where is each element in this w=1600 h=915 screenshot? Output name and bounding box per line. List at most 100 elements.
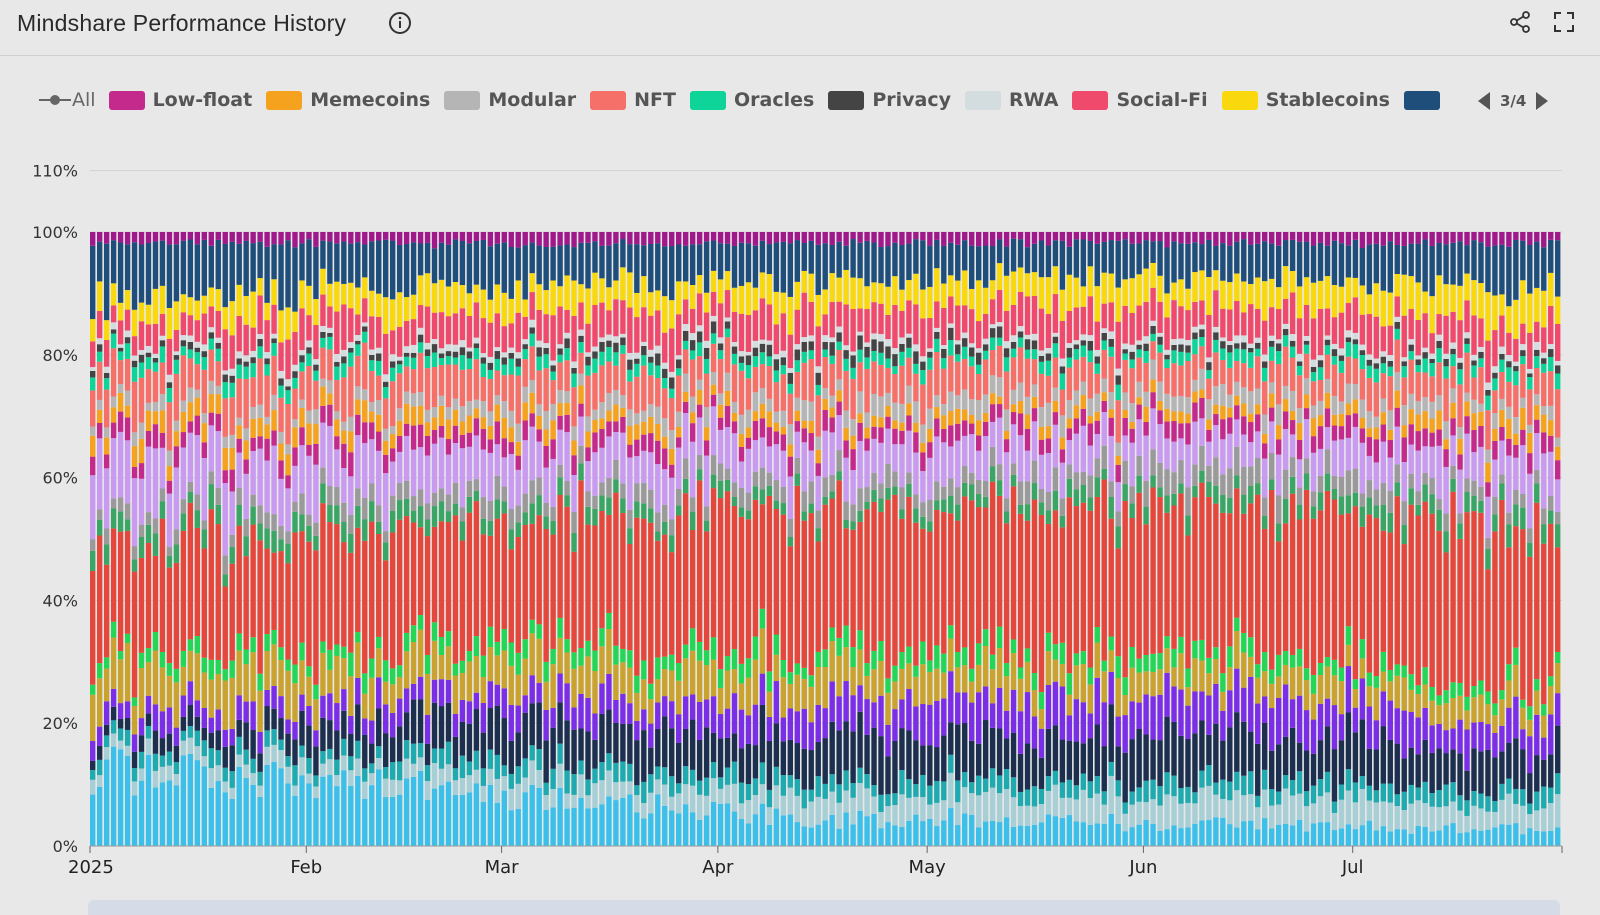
- stacked-bar-segment: [1227, 727, 1233, 782]
- stacked-bar-segment: [180, 513, 187, 531]
- stacked-bar-segment: [348, 308, 354, 343]
- stacked-bar-segment: [138, 302, 145, 322]
- stacked-bar-segment: [1213, 339, 1219, 353]
- stacked-bar-segment: [871, 232, 877, 243]
- stacked-bar-segment: [1492, 295, 1498, 331]
- stacked-bar-segment: [166, 387, 173, 403]
- stacked-bar-segment: [613, 645, 619, 665]
- stacked-bar-segment: [341, 542, 347, 647]
- stacked-bar-segment: [1555, 296, 1561, 325]
- stacked-bar-segment: [1296, 318, 1303, 354]
- legend-all-toggle[interactable]: All: [38, 89, 96, 111]
- stacked-bar-segment: [780, 514, 787, 660]
- stacked-bar-segment: [1485, 796, 1491, 812]
- legend-item[interactable]: Stablecoins: [1221, 89, 1390, 111]
- stacked-bar-segment: [1192, 497, 1198, 641]
- stacked-bar-segment: [1541, 737, 1547, 760]
- stacked-bar-segment: [1045, 353, 1052, 361]
- stacked-bar-segment: [808, 481, 814, 504]
- stacked-bar-segment: [662, 656, 668, 670]
- stacked-bar-segment: [424, 422, 431, 436]
- stacked-bar-segment: [634, 439, 640, 457]
- range-navigator[interactable]: [88, 900, 1560, 915]
- stacked-bar-segment: [738, 370, 745, 415]
- stacked-bar-segment: [592, 739, 598, 769]
- stacked-bar-segment: [1234, 343, 1240, 349]
- stacked-bar-segment: [1038, 308, 1045, 351]
- stacked-bar-segment: [1017, 504, 1024, 514]
- stacked-bar-segment: [264, 320, 270, 353]
- stacked-bar-segment: [215, 659, 221, 674]
- fullscreen-icon[interactable]: [1553, 11, 1575, 33]
- stacked-bar-segment: [1478, 242, 1484, 284]
- stacked-bar-segment: [159, 766, 166, 783]
- stacked-bar-segment: [355, 414, 361, 436]
- legend-item[interactable]: Oracles: [690, 89, 814, 111]
- stacked-bar-segment: [341, 738, 347, 756]
- stacked-bar-segment: [1401, 525, 1407, 545]
- stacked-bar-segment: [975, 246, 982, 281]
- stacked-bar-segment: [1541, 715, 1547, 738]
- stacked-bar-segment: [522, 440, 528, 494]
- stacked-bar-segment: [717, 429, 724, 464]
- stacked-bar-segment: [676, 244, 682, 282]
- legend-item[interactable]: Low-float: [108, 89, 252, 111]
- stacked-bar-segment: [871, 796, 877, 814]
- stacked-bar-segment: [215, 348, 221, 362]
- stacked-bar-segment: [822, 357, 828, 389]
- stacked-bar-segment: [1101, 232, 1107, 242]
- stacked-bar-segment: [578, 463, 584, 481]
- stacked-bar-segment: [1255, 431, 1261, 458]
- stacked-bar-segment: [1338, 799, 1345, 829]
- stacked-bar-segment: [710, 232, 717, 241]
- stacked-bar-segment: [1192, 242, 1198, 273]
- stacked-bar-segment: [1471, 232, 1477, 241]
- stacked-bar-segment: [1241, 416, 1247, 435]
- stacked-bar-segment: [989, 375, 996, 394]
- stacked-bar-segment: [1024, 805, 1031, 826]
- legend-item[interactable]: Memecoins: [266, 89, 430, 111]
- stacked-bar-segment: [306, 444, 312, 456]
- stacked-bar-segment: [878, 417, 884, 428]
- stacked-bar-segment: [655, 365, 661, 379]
- stacked-bar-segment: [201, 442, 207, 458]
- stacked-bar-segment: [1310, 674, 1317, 694]
- stacked-bar-segment: [264, 424, 270, 439]
- stacked-bar-segment: [878, 283, 884, 304]
- stacked-bar-segment: [989, 481, 996, 655]
- stacked-bar-segment: [1241, 821, 1247, 846]
- legend-item[interactable]: Privacy: [828, 89, 951, 111]
- stacked-bar-segment: [696, 356, 703, 380]
- stacked-bar-segment: [1296, 365, 1303, 376]
- stacked-bar-segment: [1324, 792, 1331, 823]
- stacked-bar-segment: [927, 804, 933, 819]
- legend-next-arrow[interactable]: [1536, 92, 1549, 110]
- stacked-bar-segment: [1234, 790, 1240, 828]
- legend-swatch: [1221, 90, 1258, 110]
- stacked-bar-segment: [1478, 232, 1484, 243]
- stacked-bar-segment: [403, 356, 410, 367]
- stacked-bar-segment: [892, 366, 898, 375]
- stacked-bar-segment: [1478, 426, 1484, 447]
- stacked-bar-segment: [145, 304, 152, 325]
- stacked-bar-segment: [264, 358, 270, 365]
- stacked-bar-segment: [948, 327, 954, 340]
- stacked-bar-segment: [410, 510, 417, 523]
- legend-item[interactable]: Modular: [444, 89, 576, 111]
- stacked-bar-segment: [515, 232, 521, 248]
- info-icon[interactable]: [388, 11, 412, 35]
- stacked-bar-segment: [1101, 468, 1107, 480]
- stacked-bar-segment: [431, 506, 438, 527]
- stacked-bar-segment: [780, 815, 787, 846]
- stacked-bar-segment: [396, 698, 403, 727]
- all-toggle-icon: [39, 95, 71, 105]
- stacked-bar-segment: [571, 280, 577, 316]
- stacked-bar-segment: [166, 547, 173, 556]
- legend-prev-arrow[interactable]: [1478, 92, 1490, 110]
- stacked-bar-segment: [1094, 496, 1100, 628]
- legend-item[interactable]: RWA: [965, 89, 1058, 111]
- legend-item[interactable]: NFT: [590, 89, 676, 111]
- legend-item[interactable]: Social-Fi: [1072, 89, 1208, 111]
- legend-item[interactable]: [1403, 90, 1448, 110]
- share-icon[interactable]: [1508, 10, 1532, 34]
